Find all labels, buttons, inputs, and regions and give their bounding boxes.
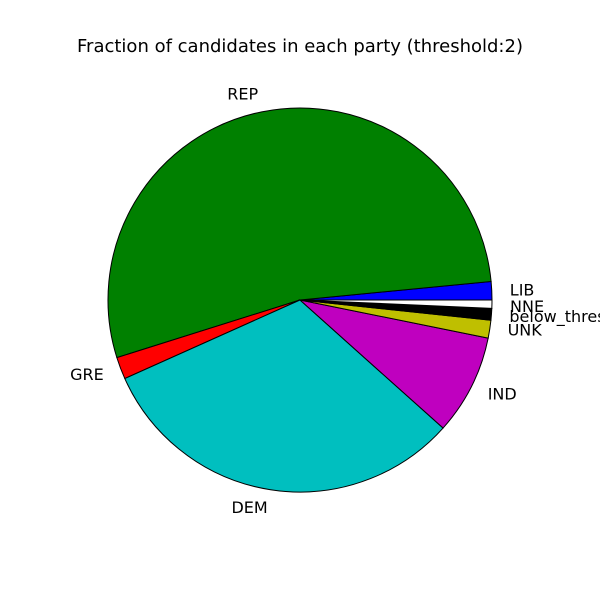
pie-label-gre: GRE: [70, 365, 104, 384]
pie-label-nne: NNE: [510, 297, 544, 316]
pie-slice-rep: [107, 107, 492, 359]
pie-label-lib: LIB: [510, 280, 535, 299]
pie-slice-ind: [298, 299, 489, 429]
pie-label-unk: UNK: [508, 320, 543, 339]
chart-title: Fraction of candidates in each party (th…: [77, 36, 523, 57]
pie-label-dem: DEM: [231, 498, 267, 517]
pie-label-below-threshold: below_threshold: [509, 307, 600, 327]
pie-label-ind: IND: [488, 385, 517, 404]
pie-label-rep: REP: [227, 85, 258, 104]
pie-slice-dem: [124, 299, 444, 493]
pie-slice-nne: [299, 299, 493, 309]
